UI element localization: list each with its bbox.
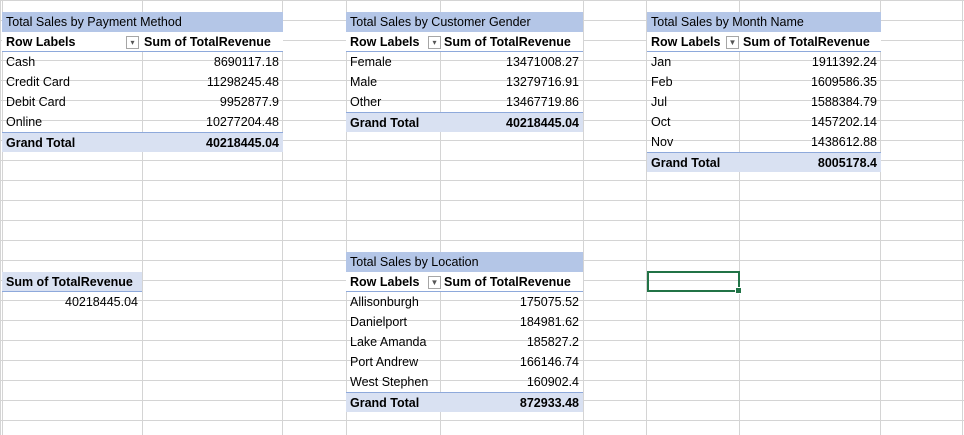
grand-total-label[interactable]: Grand Total: [346, 392, 440, 412]
value-header[interactable]: Sum of TotalRevenue: [144, 35, 271, 49]
pivot-row-value[interactable]: 166146.74: [519, 355, 579, 369]
grand-total-value[interactable]: 8005178.4: [739, 152, 881, 172]
pivot-row-value[interactable]: 13467719.86: [506, 95, 579, 109]
column-divider: [2, 0, 3, 435]
pivot-row-label[interactable]: Port Andrew: [350, 355, 419, 369]
pivot-row-value[interactable]: 1609586.35: [810, 75, 877, 89]
value-header[interactable]: Sum of TotalRevenue: [444, 275, 571, 289]
pivot-row-value[interactable]: 1457202.14: [810, 115, 877, 129]
pivot-row-value[interactable]: 184981.62: [519, 315, 579, 329]
value-header[interactable]: Sum of TotalRevenue: [444, 35, 571, 49]
pivot-row-label[interactable]: Allisonburgh: [350, 295, 419, 309]
pivot-header-row: Row Labels ▼ Sum of TotalRevenue: [346, 272, 583, 292]
column-divider: [739, 0, 740, 435]
grand-total-value[interactable]: 40218445.04: [142, 132, 283, 152]
pivot-row-label[interactable]: Danielport: [350, 315, 407, 329]
pivot-row-value[interactable]: 8690117.18: [213, 55, 279, 69]
pivot-row-value[interactable]: 185827.2: [526, 335, 579, 349]
column-divider: [142, 0, 143, 435]
column-divider: [583, 0, 584, 435]
filter-active-icon[interactable]: ▼: [428, 276, 441, 289]
pivot-row-label[interactable]: Jan: [651, 55, 672, 69]
grand-total-label[interactable]: Grand Total: [346, 112, 440, 132]
grand-total-value[interactable]: 40218445.04: [440, 112, 583, 132]
column-divider: [346, 0, 347, 435]
pivot-row-value[interactable]: 1438612.88: [810, 135, 877, 149]
pivot-row-label[interactable]: Cash: [6, 55, 36, 69]
pivot-row-label[interactable]: Male: [350, 75, 378, 89]
pivot-row-value[interactable]: 160902.4: [526, 375, 579, 389]
pivot-title[interactable]: Total Sales by Payment Method: [2, 12, 283, 32]
filter-active-icon[interactable]: ▼: [726, 36, 739, 49]
pivot-header-row: Row Labels ▼ Sum of TotalRevenue: [647, 32, 881, 52]
column-divider: [880, 0, 881, 435]
active-cell-selection[interactable]: [647, 271, 742, 294]
value-header[interactable]: Sum of TotalRevenue: [2, 272, 142, 292]
pivot-row-value[interactable]: 10277204.48: [206, 115, 279, 129]
row-labels-header[interactable]: Row Labels: [350, 275, 420, 289]
pivot-row-label[interactable]: Other: [350, 95, 382, 109]
column-divider: [440, 0, 441, 435]
filter-dropdown-icon[interactable]: ▾: [126, 36, 139, 49]
pivot-row-label[interactable]: Nov: [651, 135, 674, 149]
grand-total-label[interactable]: Grand Total: [2, 132, 142, 152]
fill-handle[interactable]: [735, 287, 742, 294]
pivot-row-label[interactable]: Online: [6, 115, 43, 129]
pivot-row-value[interactable]: 9952877.9: [219, 95, 279, 109]
pivot-row-value[interactable]: 1588384.79: [810, 95, 877, 109]
row-labels-header[interactable]: Row Labels: [651, 35, 721, 49]
pivot-row-label[interactable]: Debit Card: [6, 95, 66, 109]
column-divider: [962, 0, 963, 435]
pivot-row-label[interactable]: Credit Card: [6, 75, 70, 89]
pivot-header-row: Row Labels ▾ Sum of TotalRevenue: [346, 32, 583, 52]
pivot-row-value[interactable]: 11298245.48: [206, 75, 279, 89]
row-labels-header[interactable]: Row Labels: [6, 35, 76, 49]
grand-total-label[interactable]: Grand Total: [647, 152, 739, 172]
value-header[interactable]: Sum of TotalRevenue: [743, 35, 870, 49]
column-divider: [646, 0, 647, 435]
pivot-row-label[interactable]: Jul: [651, 95, 667, 109]
pivot-row-value[interactable]: 1911392.24: [811, 55, 877, 69]
pivot-title[interactable]: Total Sales by Customer Gender: [346, 12, 583, 32]
pivot-row-value[interactable]: 13279716.91: [506, 75, 579, 89]
grand-total-value[interactable]: 872933.48: [440, 392, 583, 412]
filter-dropdown-icon[interactable]: ▾: [428, 36, 441, 49]
total-revenue-value[interactable]: 40218445.04: [65, 295, 138, 309]
pivot-title[interactable]: Total Sales by Month Name: [647, 12, 881, 32]
pivot-header-row: Row Labels ▾ Sum of TotalRevenue: [2, 32, 283, 52]
pivot-row-label[interactable]: Female: [350, 55, 392, 69]
pivot-row-label[interactable]: Lake Amanda: [350, 335, 427, 349]
column-divider: [282, 0, 283, 435]
pivot-row-value[interactable]: 175075.52: [519, 295, 579, 309]
pivot-row-label[interactable]: Oct: [651, 115, 671, 129]
pivot-row-value[interactable]: 13471008.27: [506, 55, 579, 69]
row-labels-header[interactable]: Row Labels: [350, 35, 420, 49]
pivot-row-label[interactable]: West Stephen: [350, 375, 429, 389]
pivot-row-label[interactable]: Feb: [651, 75, 673, 89]
pivot-title[interactable]: Total Sales by Location: [346, 252, 583, 272]
